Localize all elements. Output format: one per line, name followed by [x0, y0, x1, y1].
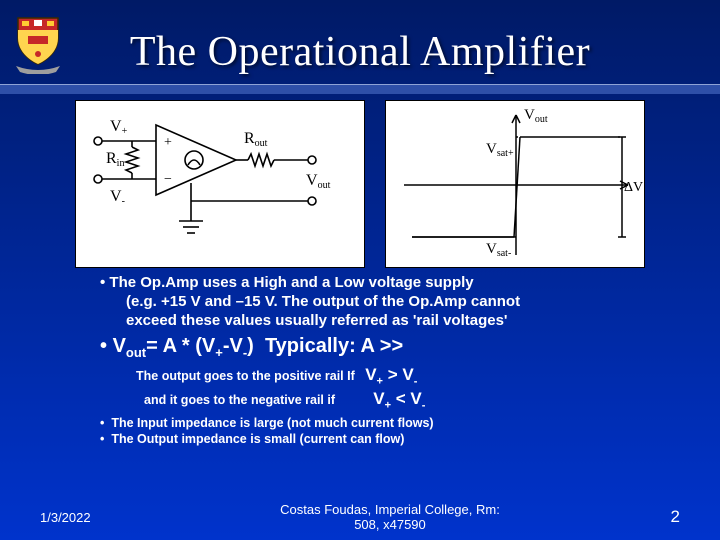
footer: 1/3/2022 Costas Foudas, Imperial College… [0, 502, 720, 532]
formula-dash: -V [223, 335, 243, 357]
svg-text:Vout: Vout [306, 172, 331, 191]
svg-text:V-: V- [110, 188, 125, 207]
circuit-diagram: + − V+ [75, 100, 365, 268]
bullet-1: • The Op.Amp uses a High and a Low volta… [100, 274, 660, 330]
bullet-4: • The Output impedance is small (current… [100, 431, 660, 447]
content-block: • The Op.Amp uses a High and a Low volta… [0, 268, 720, 448]
vout-sub: out [126, 345, 146, 360]
formula-paren: ) [247, 335, 254, 357]
bullet-1-line2: (e.g. +15 V and –15 V. The output of the… [126, 293, 520, 310]
transfer-graph: Vout Vsat+ Vsat- ΔV [385, 100, 645, 268]
title-divider [0, 84, 720, 94]
svg-text:Rout: Rout [244, 130, 268, 149]
vout-v: V [113, 335, 126, 357]
svg-text:V+: V+ [110, 118, 128, 137]
diagram-row: + − V+ [0, 100, 720, 268]
svg-text:Vsat-: Vsat- [486, 241, 511, 259]
svg-text:Vsat+: Vsat+ [486, 141, 514, 159]
footer-pagenum: 2 [620, 507, 680, 527]
svg-text:−: − [164, 172, 172, 187]
svg-text:ΔV: ΔV [624, 180, 643, 195]
footer-attribution: Costas Foudas, Imperial College, Rm: 508… [160, 502, 620, 532]
rail-negative: and it goes to the negative rail if V+ <… [144, 388, 660, 413]
rail-neg-lead: and it goes to the negative rail if [144, 393, 335, 407]
page-title: The Operational Amplifier [0, 0, 720, 76]
svg-text:Vout: Vout [524, 107, 548, 125]
bullet-1-line3: exceed these values usually referred as … [126, 312, 508, 329]
rail-pos-lead: The output goes to the positive rail If [136, 369, 355, 383]
bullet-1-line1: The Op.Amp uses a High and a Low voltage… [109, 274, 473, 291]
bullet-3: • The Input impedance is large (not much… [100, 415, 660, 431]
svg-text:Rin: Rin [106, 150, 124, 169]
bullet-formula: • Vout= A * (V+-V-) Typically: A >> [100, 334, 660, 361]
formula-mid: = A * (V [146, 335, 215, 357]
formula-plus: + [215, 345, 223, 360]
footer-date: 1/3/2022 [40, 510, 160, 525]
svg-text:+: + [164, 135, 172, 150]
uni-crest [14, 14, 62, 74]
formula-typically: Typically: A >> [265, 335, 403, 357]
rail-positive: The output goes to the positive rail If … [136, 364, 660, 389]
